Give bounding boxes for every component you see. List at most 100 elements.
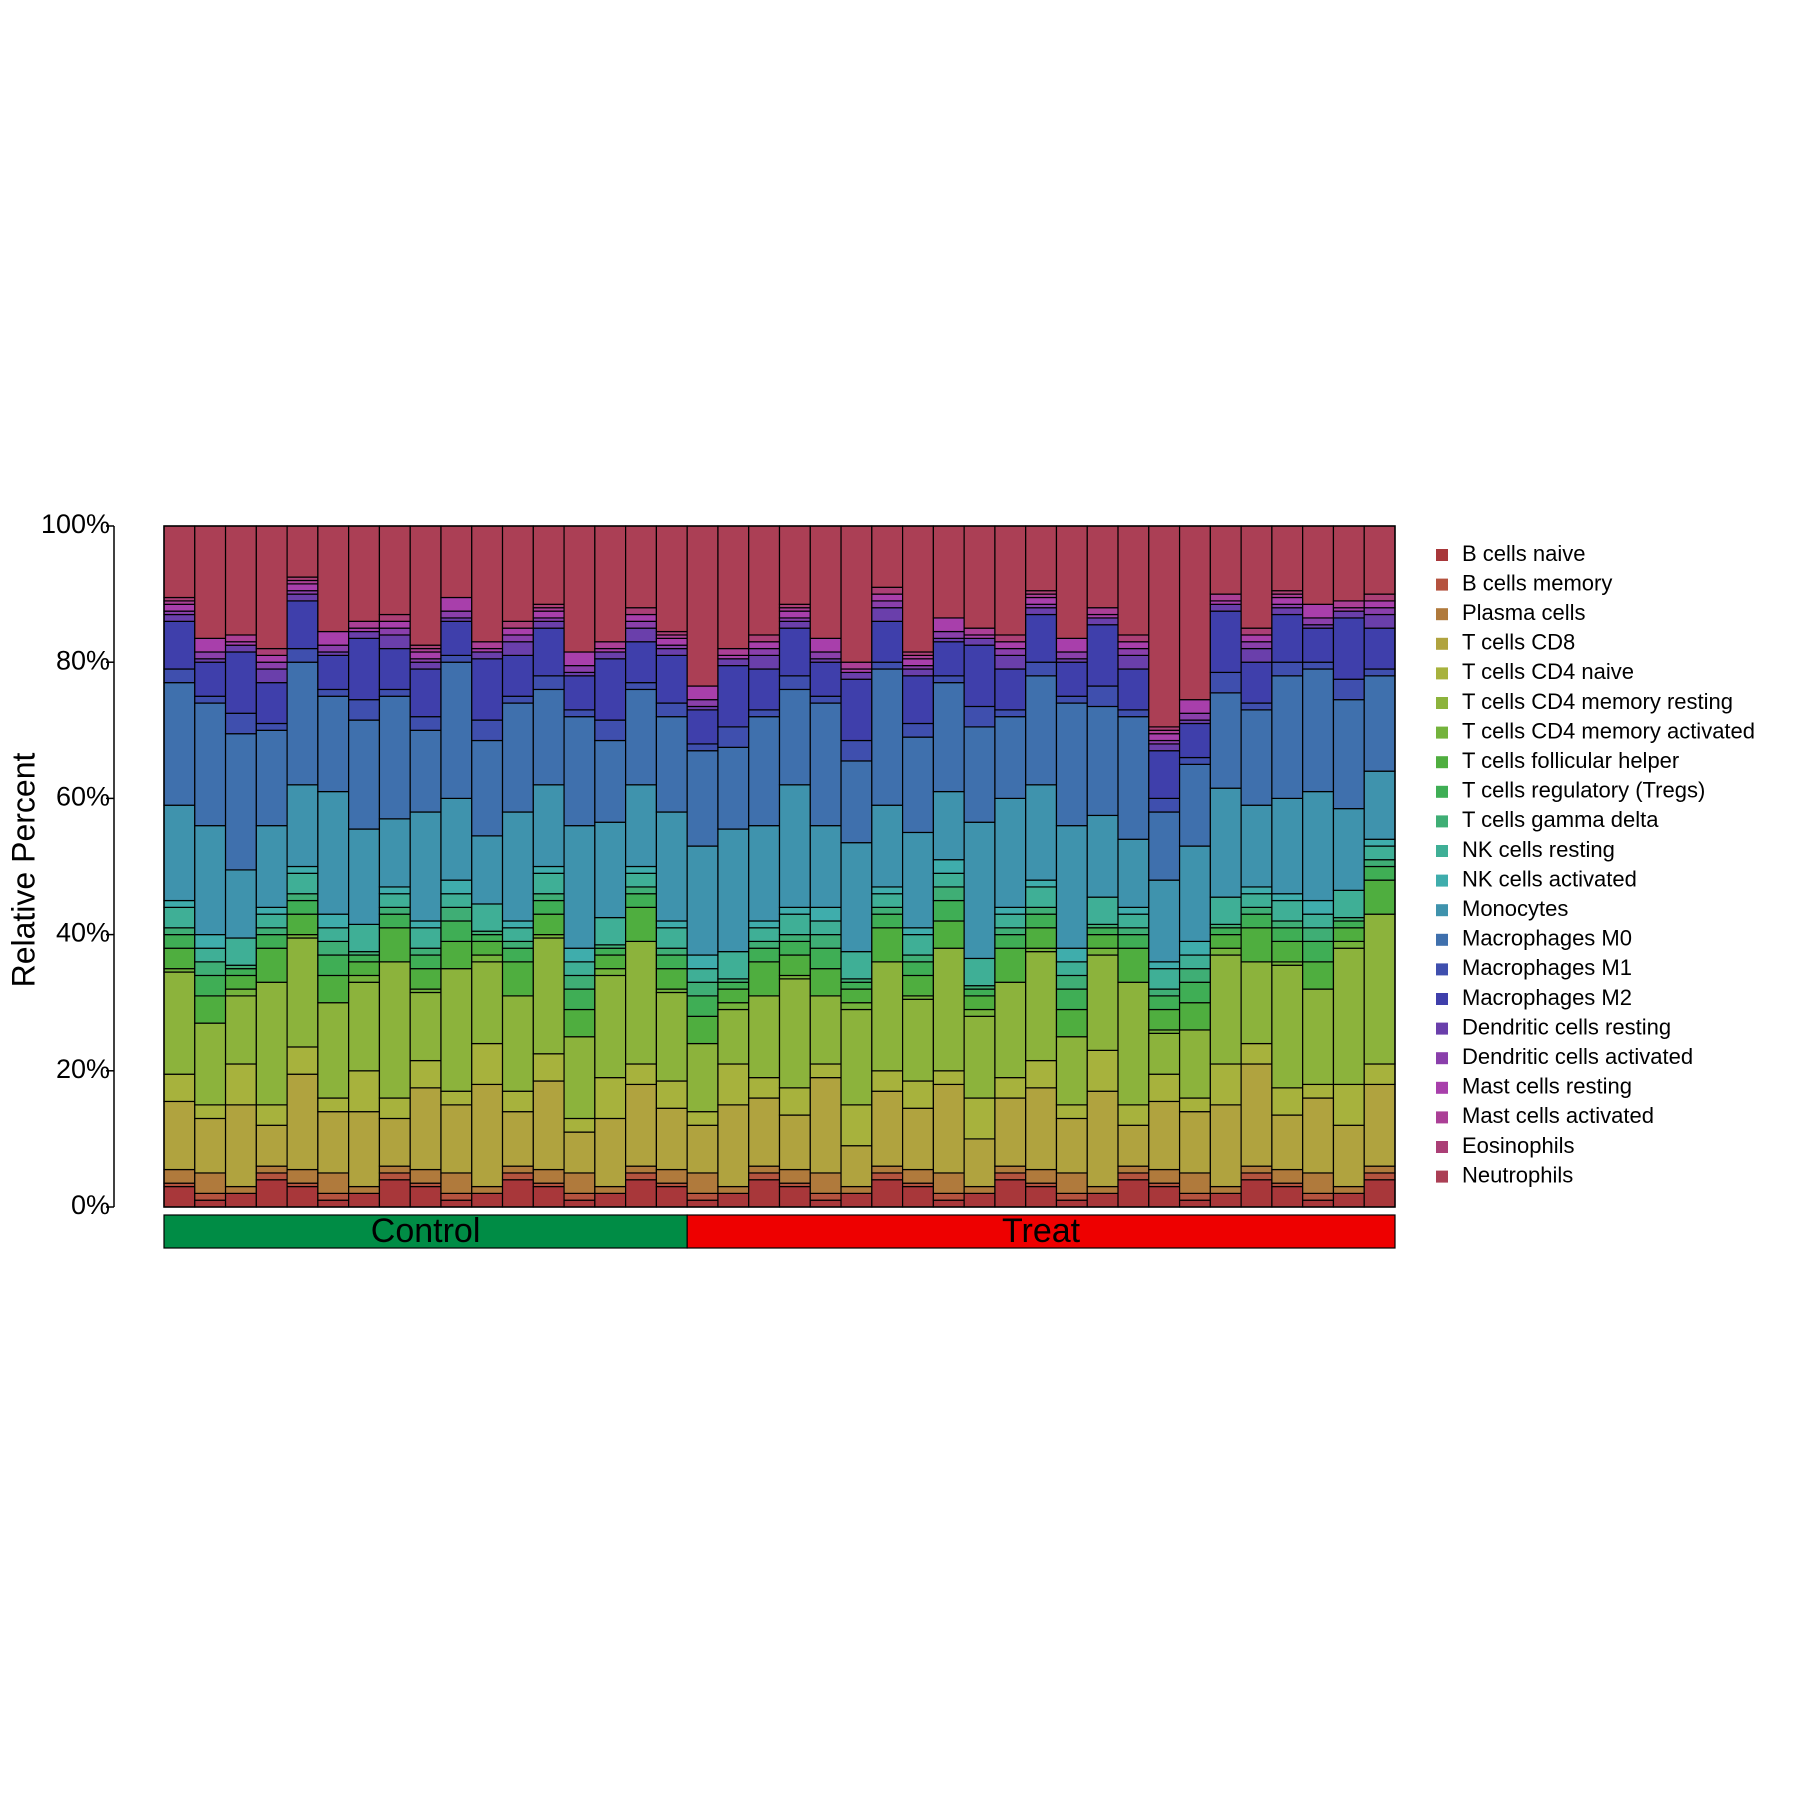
bar-segment	[994, 1172, 1027, 1181]
bar-segment	[348, 923, 381, 953]
bar-segment	[1332, 525, 1365, 602]
bar-segment	[224, 937, 257, 966]
bar-segment	[194, 661, 227, 697]
bar-segment	[994, 641, 1027, 650]
bar-segment	[286, 1185, 319, 1208]
bar-segment	[686, 1199, 719, 1208]
bar-segment	[1363, 845, 1396, 861]
bar-segment	[686, 709, 719, 745]
bar-segment	[563, 525, 596, 653]
bar-segment	[809, 1077, 842, 1174]
bar-segment	[994, 1165, 1027, 1174]
bar-segment	[963, 988, 996, 997]
bar-segment	[348, 637, 381, 701]
legend-label: Neutrophils	[1462, 1162, 1573, 1187]
bar-segment	[440, 940, 473, 970]
bar-segment	[532, 1168, 565, 1184]
bar-segment	[1178, 712, 1211, 721]
bar-segment	[224, 651, 257, 714]
bar-segment	[1178, 1172, 1211, 1194]
bar-segment	[871, 961, 904, 1072]
bar-segment	[224, 644, 257, 653]
legend-label: Macrophages M1	[1462, 955, 1632, 980]
bar-segment	[1302, 1083, 1335, 1099]
legend-swatch	[1436, 785, 1448, 798]
bar-segment	[1148, 1032, 1181, 1075]
bar-segment	[255, 1179, 288, 1208]
bar-segment	[994, 634, 1027, 643]
bar-segment	[471, 658, 504, 721]
y-tick-label: 20%	[56, 1054, 110, 1084]
bar-segment	[778, 688, 811, 786]
bar-segment	[1086, 685, 1119, 708]
bar-segment	[1302, 961, 1335, 990]
bar-segment	[1025, 525, 1058, 592]
bar-segment	[871, 893, 904, 908]
bar-segment	[471, 903, 504, 932]
legend-swatch	[1436, 637, 1448, 650]
legend-label: T cells gamma delta	[1462, 807, 1659, 832]
bar-segment	[994, 927, 1027, 936]
bar-segment	[809, 1192, 842, 1201]
bar-segment	[1363, 1172, 1396, 1181]
bar-segment	[1055, 961, 1088, 977]
bar-segment	[625, 872, 657, 888]
bar-segment	[378, 961, 411, 1099]
legend-label: T cells CD4 naive	[1462, 659, 1634, 684]
bar-segment	[932, 920, 965, 949]
bar-segment	[1178, 1002, 1211, 1031]
bar-segment	[994, 1097, 1027, 1167]
bar-segment	[840, 760, 873, 844]
bar-segment	[1055, 1104, 1088, 1120]
bar-segment	[625, 641, 657, 684]
bar-segment	[317, 790, 350, 915]
bar-segment	[255, 933, 288, 949]
bar-segment	[1363, 1063, 1396, 1086]
bar-segment	[1240, 1042, 1273, 1065]
bar-segment	[1117, 927, 1150, 936]
bar-segment	[471, 954, 504, 963]
y-tick-label: 40%	[56, 918, 110, 948]
bar-segment	[194, 695, 227, 704]
bar-segment	[1117, 668, 1150, 711]
bar-segment	[1363, 613, 1396, 629]
bar-segment	[1178, 1111, 1211, 1174]
bar-segment	[1117, 641, 1150, 650]
bar-segment	[594, 821, 627, 919]
y-tick-label: 80%	[56, 645, 110, 675]
bar-segment	[778, 784, 811, 908]
bar-segment	[1117, 947, 1150, 983]
bar-segment	[1025, 913, 1058, 929]
bar-segment	[1363, 593, 1396, 602]
bar-segment	[748, 709, 781, 718]
bar-segment	[994, 668, 1027, 711]
bar-segment	[1209, 525, 1242, 595]
bar-segment	[563, 974, 596, 990]
bar-segment	[1025, 927, 1058, 949]
bar-segment	[686, 981, 719, 997]
bar-segment	[532, 1053, 565, 1082]
bar-segment	[1178, 954, 1211, 970]
bar-segment	[932, 1070, 965, 1086]
bar-segment	[994, 647, 1027, 656]
bar-segment	[594, 651, 627, 660]
bar-segment	[748, 525, 781, 636]
bar-segment	[194, 995, 227, 1024]
bar-segment	[686, 954, 719, 970]
bar-segment	[932, 641, 965, 677]
bar-segment	[901, 722, 934, 738]
bar-segment	[994, 797, 1027, 908]
bar-segment	[194, 1104, 227, 1120]
bar-segment	[809, 947, 842, 970]
legend-label: NK cells activated	[1462, 866, 1637, 891]
bar-segment	[748, 1097, 781, 1167]
bar-segment	[1209, 593, 1242, 602]
bar-segment	[901, 675, 934, 725]
bar-segment	[1332, 678, 1365, 701]
bar-segment	[409, 1087, 442, 1171]
legend-label: T cells CD4 memory activated	[1462, 718, 1755, 743]
bar-segment	[563, 1117, 596, 1133]
bar-segment	[501, 927, 534, 943]
bar-segment	[717, 951, 750, 980]
